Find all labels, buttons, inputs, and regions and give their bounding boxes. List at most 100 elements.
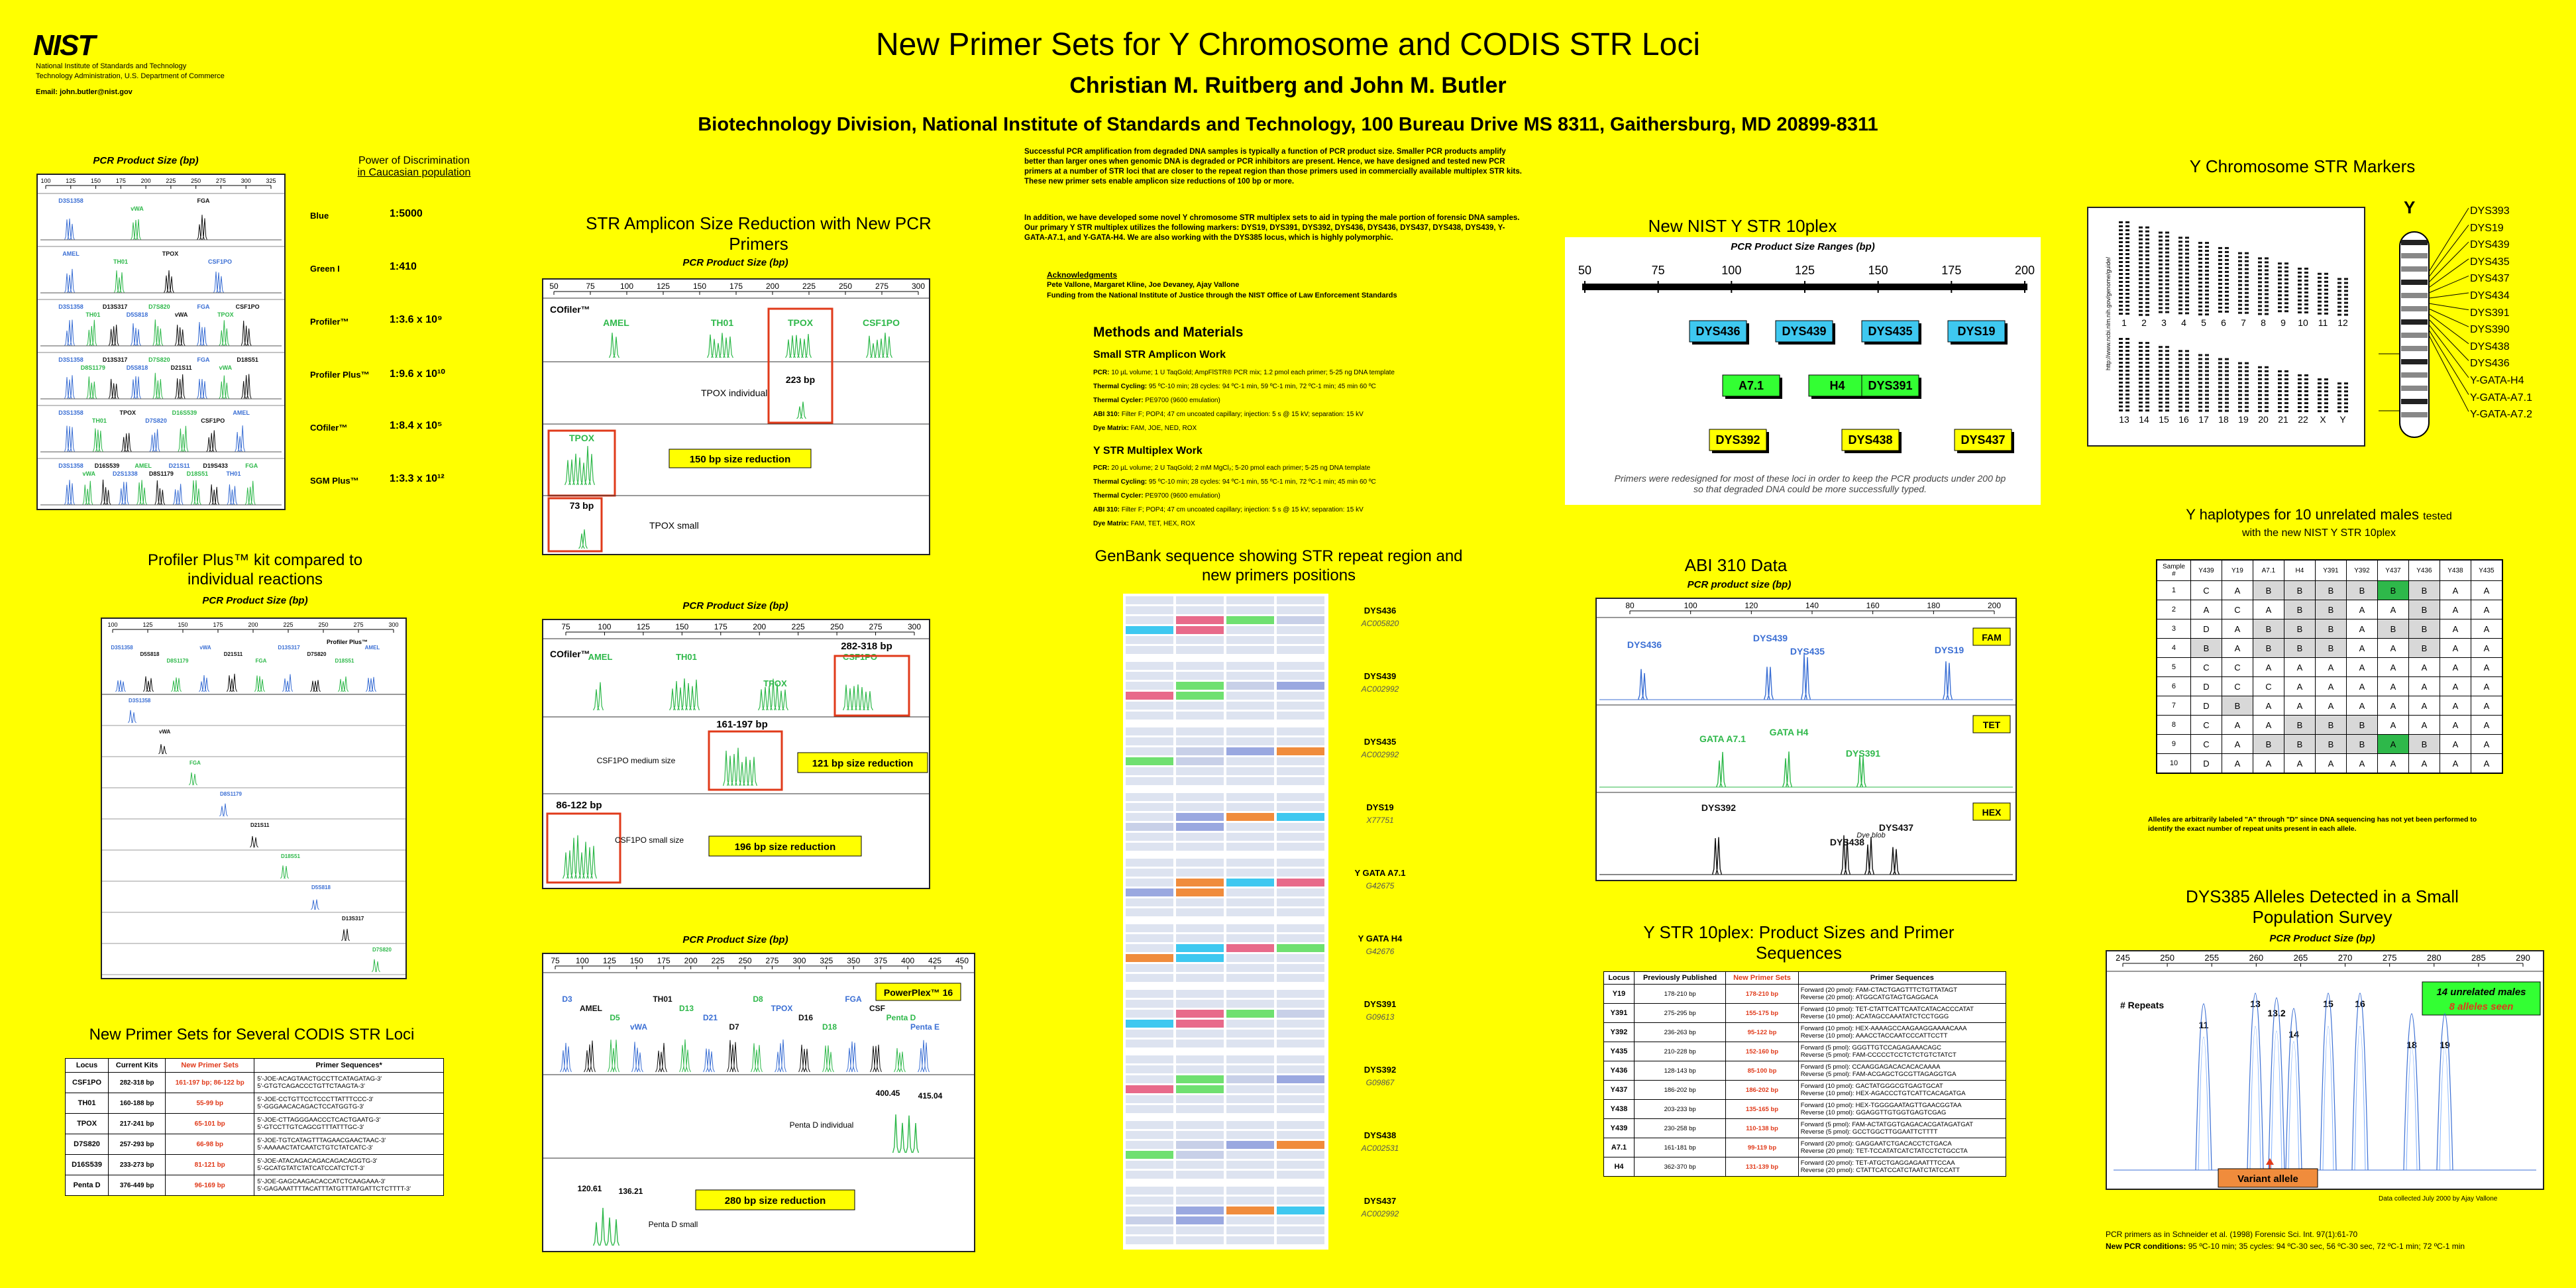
pod-peak [209,484,220,506]
amp1-indiv-peak [796,402,806,419]
ysizes-seq: Forward (10 pmol): HEX-AAAAGCCAAGAAGGAAA… [1798,1022,2007,1042]
pp-top-peak [143,676,154,692]
chromosome-band [2218,246,2222,249]
genbank-seq-block [1226,1151,1274,1159]
chromosome-band [2185,382,2189,384]
y10-green-box [1808,374,1866,397]
chromosome-band [2298,386,2302,388]
amp3-tick-label: 100 [576,956,589,965]
genbank-locus: DYS392 [1364,1065,1397,1075]
codis-row: Penta D 376-449 bp 96-169 bp 5'-JOE-GAGCAAG… [64,1175,444,1196]
ysizes-seq: Forward (20 pmol): FAM-CTACTGAGTTTCTGTTA… [1798,984,2007,1004]
chromosome-band [2205,409,2209,412]
genbank-seq-block [1277,1030,1324,1038]
chromosome-band [2205,282,2209,284]
amp1-peak [707,333,733,358]
chromosome-band [2324,296,2328,299]
chromosome-band [2238,382,2242,384]
chromosome-band [2298,382,2302,384]
chromosome-band [2205,390,2209,392]
codis-seq: 5'-JOE-GAGCAAGACACCATCTCAAGAAA-3' 5'-GAGA… [254,1175,444,1196]
chromosome-band [2324,308,2328,311]
chromosome-band [2324,390,2328,393]
genbank-locus: DYS436 [1364,606,1397,616]
chromosome-band [2337,402,2341,405]
chromosome-band [2265,374,2269,376]
chromosome-band [2198,262,2202,264]
chromosome-band [2145,246,2149,248]
chromosome-band [2344,313,2348,316]
chromosome-band [2324,406,2328,409]
karyotype-url[interactable]: http://www.ncbi.nlm.nih.gov/genome/guide… [2105,256,2112,370]
genbank-seq-block [1277,672,1324,680]
codis-seq: 5'-JOE-ACAGTAACTGCCTTCATAGATAG-3' 5'-GTGT… [254,1072,444,1093]
amp1-peak-label: AMEL [603,317,629,328]
chromosome-band [2284,409,2288,412]
chromosome-band [2318,288,2322,291]
chromosome-band [2125,398,2129,400]
chromosome-band [2218,298,2222,301]
methods-key: PCR: [1093,464,1110,472]
chromosome-band [2119,409,2123,411]
chromosome-band [2225,382,2229,384]
chromosome-band [2159,271,2163,274]
genbank-seq-block [1277,616,1324,624]
chromosome-band [2159,350,2163,352]
chromosome-band [2145,309,2149,312]
chromosome-band [2165,295,2169,297]
methods-value: 20 µL volume; 2 U TaqGold; 2 mM MgCl₂; 5… [1109,464,1371,472]
pod-peak [64,375,75,400]
pp-top-peak [282,674,293,692]
methods-value: FAM, TET, HEX, ROX [1128,520,1195,527]
dys-allele-label: 16 [2355,998,2365,1009]
amp1-peak [609,333,619,358]
genbank-seq-block [1226,1171,1274,1179]
chromosome-band [2198,402,2202,404]
amp3-tick-label: 200 [684,956,698,965]
y10-tick-label: 175 [1941,264,1961,277]
methods-title: Methods and Materials [1093,325,1244,340]
chromosome-band [2238,288,2242,290]
chromosome-band [2205,382,2209,384]
chromosome-band [2318,304,2322,307]
chromosome-band [2225,302,2229,305]
chromosome-band [2159,390,2163,392]
genbank-seq-block [1226,924,1274,932]
chromosome-band [2125,273,2129,275]
chromosome-band [2165,366,2169,368]
chromosome-band [2238,374,2242,376]
amp2-peak [669,678,700,711]
genbank-seq-block [1226,1075,1274,1083]
chromosome-band [2258,370,2262,372]
abi-peak-label: DYS438 [1830,837,1864,847]
genbank-accession: AC005820 [1361,619,1399,628]
amplicon-pentad-svg: 75 100 125 150 175 200 225 250 275 300 325 350 375 40… [543,956,974,1246]
haplotypes-cell: B [2377,580,2409,600]
chromosome-band [2238,303,2242,306]
haplotypes-cell: A [2283,696,2316,716]
chromosome-band [2318,300,2322,303]
y-marker: DYS393 [2470,205,2510,217]
chromosome-band [2258,277,2262,280]
chromosome-band [2258,257,2262,260]
contact-email[interactable]: Email: john.butler@nist.gov [36,88,133,96]
pod-peak [131,219,141,241]
amp1-tick-label: 125 [657,282,670,291]
pp-track-label: D7S820 [372,947,392,953]
haplotypes-cell: B [2408,600,2440,619]
genbank-seq-block [1126,1151,1173,1159]
dys-tick-label: 270 [2338,953,2353,963]
org-line1: National Institute of Standards and Tech… [36,62,187,70]
chromosome-band [2304,268,2308,270]
genbank-seq-block [1277,727,1324,735]
haplotypes-cell: A [2439,619,2471,639]
chrom-row2-label: 13 [2119,414,2129,425]
ysizes-header-cell: Primer Sequences [1798,971,2007,985]
dys-allele-peak [2268,997,2285,1171]
amp2-range1: 282-318 bp [841,641,892,652]
haplotypes-header-cell: Y19 [2221,559,2253,581]
chromosome-band [2337,410,2341,413]
chromosome-band [2318,390,2322,393]
y10-background [1565,237,2041,505]
chromosome-band [2159,386,2163,388]
